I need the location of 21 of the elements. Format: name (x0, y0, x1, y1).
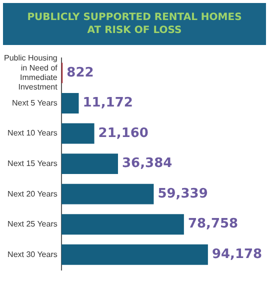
data-label: 822 (66, 65, 94, 80)
data-label: 11,172 (82, 96, 133, 111)
bar (61, 123, 94, 144)
data-label: 21,160 (98, 126, 148, 141)
bar (61, 214, 184, 235)
chart-title: PUBLICLY SUPPORTED RENTAL HOMES AT RISK OF LOSS (3, 3, 266, 45)
y-tick-label: Next 5 Years (12, 98, 58, 108)
data-label: 59,339 (158, 186, 208, 202)
data-label: 36,384 (122, 156, 172, 172)
data-label: 94,178 (212, 247, 262, 262)
y-tick-label: Next 25 Years (8, 220, 58, 229)
bar (61, 244, 208, 265)
y-tick-label: Next 15 Years (8, 159, 58, 168)
bar (61, 154, 118, 174)
y-tick-label: Next 20 Years (8, 189, 58, 198)
y-tick-label: Public Housing in Need of Immediate Investment (4, 54, 58, 92)
data-label: 78,758 (188, 216, 238, 232)
bar (61, 184, 154, 204)
y-tick-label: Next 10 Years (8, 128, 58, 138)
bar (61, 93, 79, 114)
y-tick-label: Next 30 Years (8, 250, 58, 259)
